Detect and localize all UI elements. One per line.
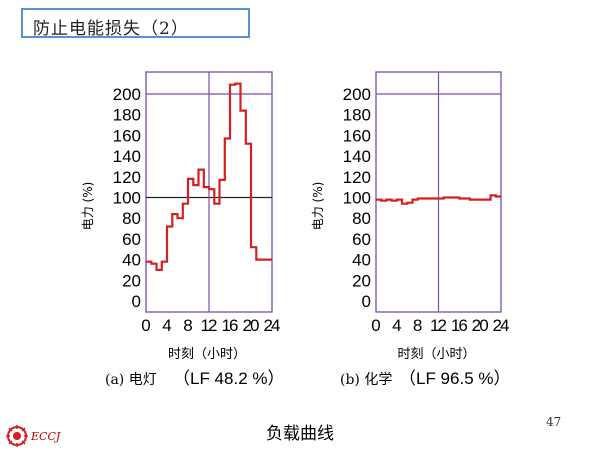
page-number: 47 bbox=[546, 415, 562, 429]
y-tick-label: 80 bbox=[352, 209, 371, 228]
logo-text: ECCJ bbox=[31, 430, 61, 443]
x-tick-label: 16 bbox=[451, 316, 468, 335]
chart-caption-lf: （LF 96.5 %） bbox=[399, 369, 511, 388]
page-title: 防止电能损失（2） bbox=[33, 19, 189, 39]
x-tick-label: 8 bbox=[183, 316, 192, 335]
y-tick-label: 140 bbox=[343, 147, 371, 166]
x-tick-label: 20 bbox=[472, 316, 489, 335]
x-axis-label: 时刻（小时） bbox=[397, 347, 475, 362]
x-tick-label: 20 bbox=[243, 316, 260, 335]
x-tick-label: 0 bbox=[371, 316, 380, 335]
y-tick-label: 180 bbox=[343, 106, 371, 125]
eccj-logo-icon bbox=[6, 425, 28, 447]
y-tick-label: 100 bbox=[113, 189, 141, 208]
y-tick-label: 160 bbox=[343, 126, 371, 145]
x-tick-label: 4 bbox=[162, 316, 171, 335]
chart-caption-prefix: (b) 化学 bbox=[340, 372, 392, 388]
y-tick-label: 120 bbox=[343, 168, 371, 187]
y-tick-label: 20 bbox=[352, 271, 371, 290]
y-tick-label: 60 bbox=[352, 230, 371, 249]
y-tick-label: 140 bbox=[113, 147, 141, 166]
x-tick-label: 12 bbox=[201, 316, 218, 335]
y-tick-label: 0 bbox=[362, 292, 371, 311]
chart-caption-prefix: (a) 电灯 bbox=[105, 372, 157, 388]
y-tick-label: 100 bbox=[343, 189, 371, 208]
y-tick-label: 20 bbox=[122, 271, 141, 290]
x-tick-label: 16 bbox=[222, 316, 239, 335]
x-tick-label: 24 bbox=[264, 316, 281, 335]
chart-caption-lf: （LF 48.2 %） bbox=[173, 369, 285, 388]
y-tick-label: 120 bbox=[113, 168, 141, 187]
series-line bbox=[376, 194, 501, 205]
y-tick-label: 0 bbox=[132, 292, 141, 311]
x-tick-label: 4 bbox=[392, 316, 401, 335]
series-line bbox=[146, 82, 272, 271]
x-tick-label: 12 bbox=[430, 316, 447, 335]
title-box: 防止电能损失（2） bbox=[21, 8, 250, 39]
y-tick-label: 160 bbox=[113, 126, 141, 145]
y-axis-label: 电力 (%) bbox=[311, 182, 325, 231]
x-tick-label: 8 bbox=[413, 316, 422, 335]
y-tick-label: 200 bbox=[343, 85, 371, 104]
y-tick-label: 40 bbox=[122, 251, 141, 270]
y-tick-label: 40 bbox=[352, 251, 371, 270]
y-tick-label: 60 bbox=[122, 230, 141, 249]
y-tick-label: 180 bbox=[113, 106, 141, 125]
x-tick-label: 0 bbox=[141, 316, 150, 335]
y-tick-label: 80 bbox=[122, 209, 141, 228]
x-axis-label: 时刻（小时） bbox=[168, 347, 246, 362]
footer-title: 负载曲线 bbox=[266, 424, 334, 444]
x-tick-label: 24 bbox=[493, 316, 510, 335]
y-tick-label: 200 bbox=[113, 85, 141, 104]
y-axis-label: 电力 (%) bbox=[81, 182, 95, 231]
